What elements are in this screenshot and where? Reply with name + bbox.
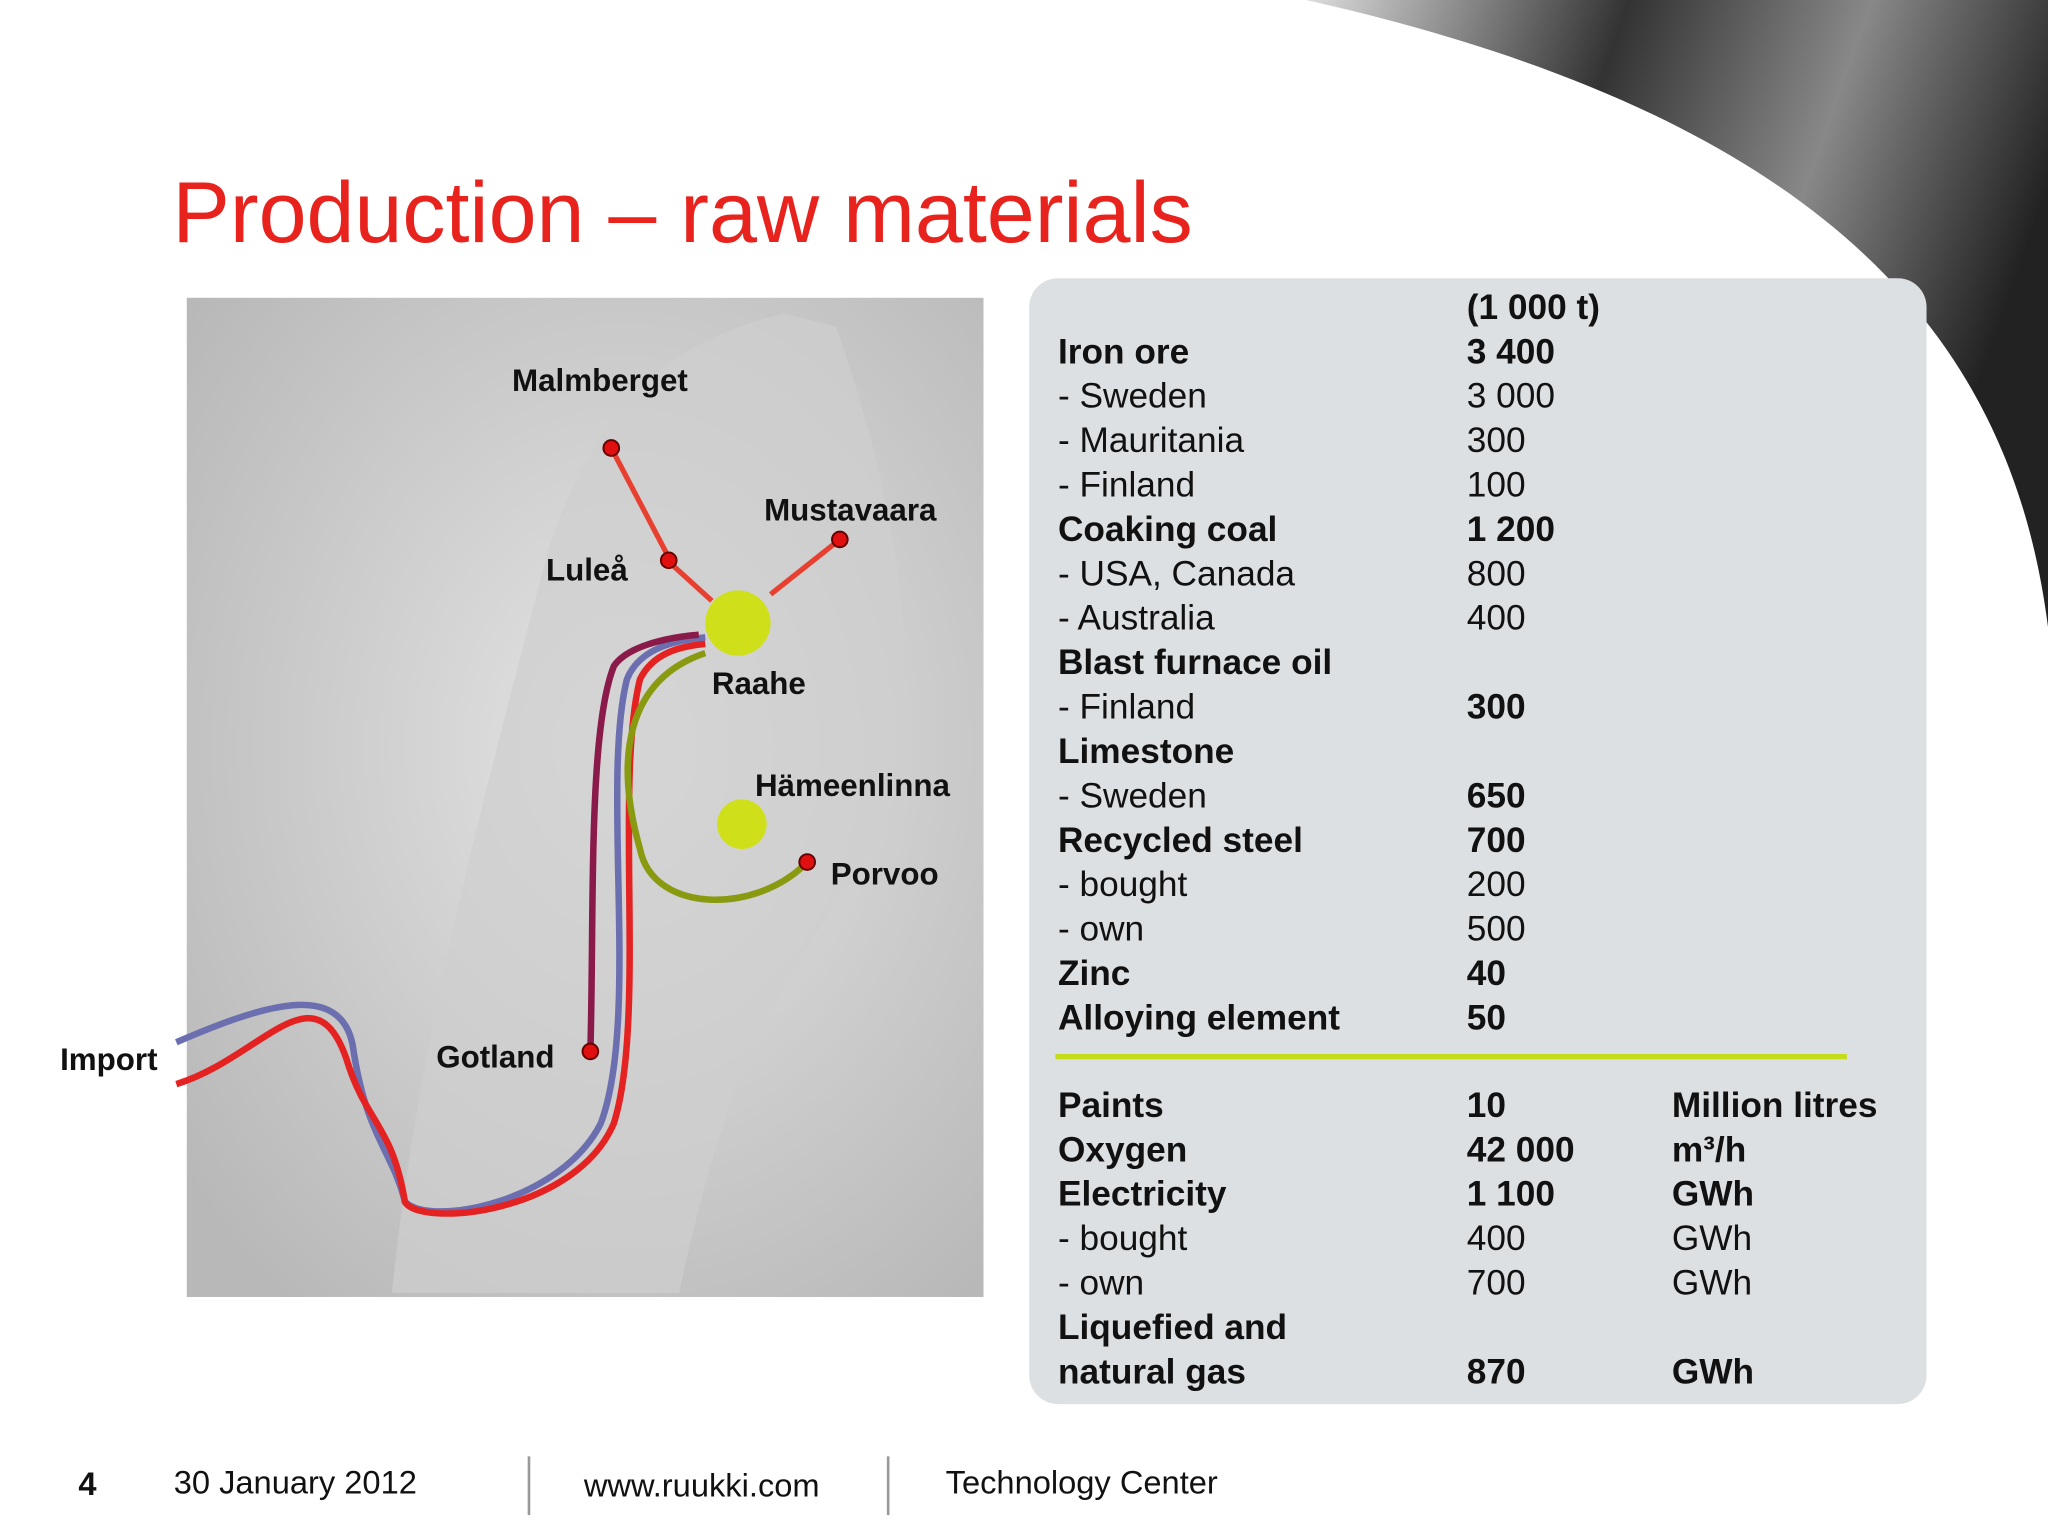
row-label: Limestone (1058, 732, 1234, 771)
title: Production – raw materials (172, 165, 1192, 261)
row-value: 400 (1467, 599, 1526, 638)
row-label: - bought (1058, 865, 1188, 904)
row-value: 300 (1467, 421, 1526, 460)
footer-date: 30 January 2012 (174, 1464, 417, 1501)
row-value: 400 (1467, 1219, 1526, 1258)
row-label: natural gas (1058, 1352, 1246, 1391)
arrow (768, 537, 842, 597)
map-label: Raahe (712, 666, 806, 701)
row-label: Blast furnace oil (1058, 643, 1332, 682)
point (798, 853, 816, 871)
row-label: - Sweden (1058, 776, 1207, 815)
route (175, 634, 706, 1215)
row-label: - Australia (1058, 599, 1215, 638)
point (602, 439, 621, 457)
row-label: - USA, Canada (1058, 554, 1295, 593)
row-label: - Finland (1058, 465, 1195, 504)
row-value: 42 000 (1467, 1130, 1575, 1169)
map-label: Mustavaara (764, 492, 937, 527)
page-number: 4 (78, 1465, 96, 1502)
row-value: 650 (1467, 776, 1526, 815)
row-value: 3 400 (1467, 332, 1555, 371)
route (587, 631, 700, 1052)
route (175, 640, 706, 1217)
footer-url: www.ruukki.com (583, 1466, 820, 1503)
row-value: 800 (1467, 554, 1526, 593)
table-panel (1029, 278, 1927, 1405)
row-value: 200 (1467, 865, 1526, 904)
row-label: - own (1058, 1264, 1144, 1303)
row-value: 50 (1467, 998, 1506, 1037)
row-label: - Sweden (1058, 377, 1207, 416)
row-label: Coaking coal (1058, 510, 1277, 549)
route (624, 649, 810, 903)
map-label: Import (60, 1042, 158, 1077)
row-unit: m³/h (1672, 1130, 1746, 1169)
point (831, 530, 849, 549)
row-label: Iron ore (1058, 332, 1189, 371)
row-label: Paints (1058, 1086, 1164, 1125)
site (717, 799, 767, 849)
map-label: Gotland (436, 1040, 554, 1075)
row-value: 870 (1467, 1352, 1526, 1391)
point (659, 551, 678, 570)
site (705, 590, 771, 656)
row-label: Zinc (1058, 954, 1130, 993)
decor-swoosh (1306, 0, 2048, 627)
row-value: 10 (1467, 1086, 1506, 1125)
row-label: Alloying element (1058, 998, 1340, 1037)
row-unit: Million litres (1672, 1086, 1878, 1125)
row-label: Liquefied and (1058, 1308, 1287, 1347)
land (391, 313, 905, 1294)
arrow (608, 446, 669, 554)
row-value: 300 (1467, 688, 1526, 727)
row-value: 40 (1467, 954, 1506, 993)
row-value: 100 (1467, 465, 1526, 504)
row-label: - Mauritania (1058, 421, 1245, 460)
row-label: - Finland (1058, 688, 1195, 727)
row-label: - bought (1058, 1219, 1188, 1258)
row-unit: GWh (1672, 1219, 1752, 1258)
row-value: 1 100 (1467, 1175, 1555, 1214)
row-value: 700 (1467, 1264, 1526, 1303)
point (581, 1042, 600, 1061)
row-label: - own (1058, 910, 1144, 949)
map-label: Hämeenlinna (755, 768, 951, 803)
row-unit: GWh (1672, 1264, 1752, 1303)
map-label: Luleå (546, 552, 628, 587)
arrow (666, 559, 714, 603)
table-rows: Iron ore 3 400 - Sweden 3 000 - Mauritania 30… (1058, 332, 1878, 1391)
footer-unit: Technology Center (946, 1464, 1218, 1501)
row-value: 700 (1467, 821, 1526, 860)
row-label: Recycled steel (1058, 821, 1303, 860)
map-label: Malmberget (512, 363, 688, 398)
row-label: Electricity (1058, 1175, 1227, 1214)
map-label: Porvoo (831, 857, 939, 892)
unit-header: (1 000 t) (1467, 288, 1600, 327)
map: Malmberget Mustavaara Luleå Raahe Hämeen… (60, 297, 984, 1297)
row-unit: GWh (1672, 1352, 1754, 1391)
row-value: 500 (1467, 910, 1526, 949)
row-value: 3 000 (1467, 377, 1555, 416)
row-label: Oxygen (1058, 1130, 1187, 1169)
row-value: 1 200 (1467, 510, 1555, 549)
row-unit: GWh (1672, 1175, 1754, 1214)
